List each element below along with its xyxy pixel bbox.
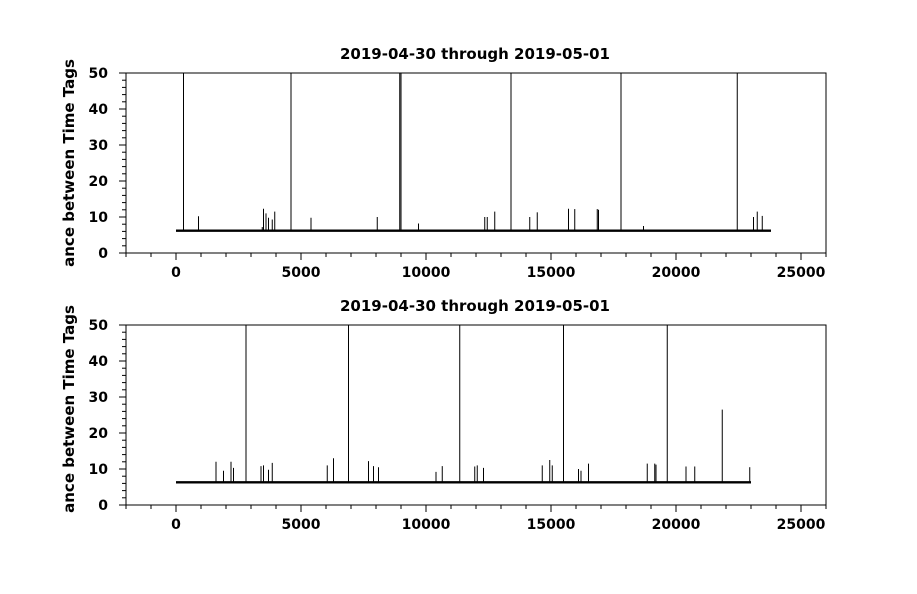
y-tick-label: 30	[89, 390, 109, 406]
top-y-axis-label: ance between Time Tags	[60, 59, 78, 267]
x-tick-label: 25000	[777, 517, 826, 533]
y-tick-label: 10	[89, 210, 109, 226]
x-tick-label: 15000	[527, 517, 576, 533]
x-tick-label: 0	[171, 265, 181, 281]
top-panel: 2019-04-30 through 2019-05-01 ance betwe…	[60, 45, 827, 281]
x-tick-label: 25000	[777, 265, 826, 281]
plot-frame	[125, 72, 827, 254]
y-tick-label: 0	[98, 246, 108, 262]
bottom-y-axis-label: ance between Time Tags	[60, 305, 78, 513]
x-tick-label: 15000	[527, 265, 576, 281]
bottom-axes: 0 5000 10000 15000 20000 25000 0 10 20 30 40 50	[89, 318, 827, 533]
x-tick-label: 10000	[402, 517, 451, 533]
x-tick-label: 0	[171, 517, 181, 533]
y-tick-label: 50	[89, 318, 109, 334]
x-tick-label: 20000	[652, 265, 701, 281]
top-chart-title: 2019-04-30 through 2019-05-01	[340, 45, 610, 63]
y-tick-label: 40	[89, 354, 109, 370]
y-tick-label: 20	[89, 174, 109, 190]
x-tick-label: 5000	[282, 517, 321, 533]
top-series-marks	[176, 73, 771, 232]
y-tick-label: 0	[98, 498, 108, 514]
y-tick-label: 30	[89, 138, 109, 154]
bottom-series-marks	[176, 325, 751, 484]
y-tick-label: 40	[89, 102, 109, 118]
y-tick-label: 10	[89, 462, 109, 478]
top-axes: 0 5000 10000 15000 20000 25000 0 10 20 30 40 50	[89, 66, 827, 281]
x-tick-label: 10000	[402, 265, 451, 281]
y-tick-label: 50	[89, 66, 109, 82]
bottom-panel: 2019-04-30 through 2019-05-01 ance betwe…	[60, 297, 827, 533]
y-tick-label: 20	[89, 426, 109, 442]
x-tick-label: 20000	[652, 517, 701, 533]
bottom-chart-title: 2019-04-30 through 2019-05-01	[340, 297, 610, 315]
x-tick-label: 5000	[282, 265, 321, 281]
